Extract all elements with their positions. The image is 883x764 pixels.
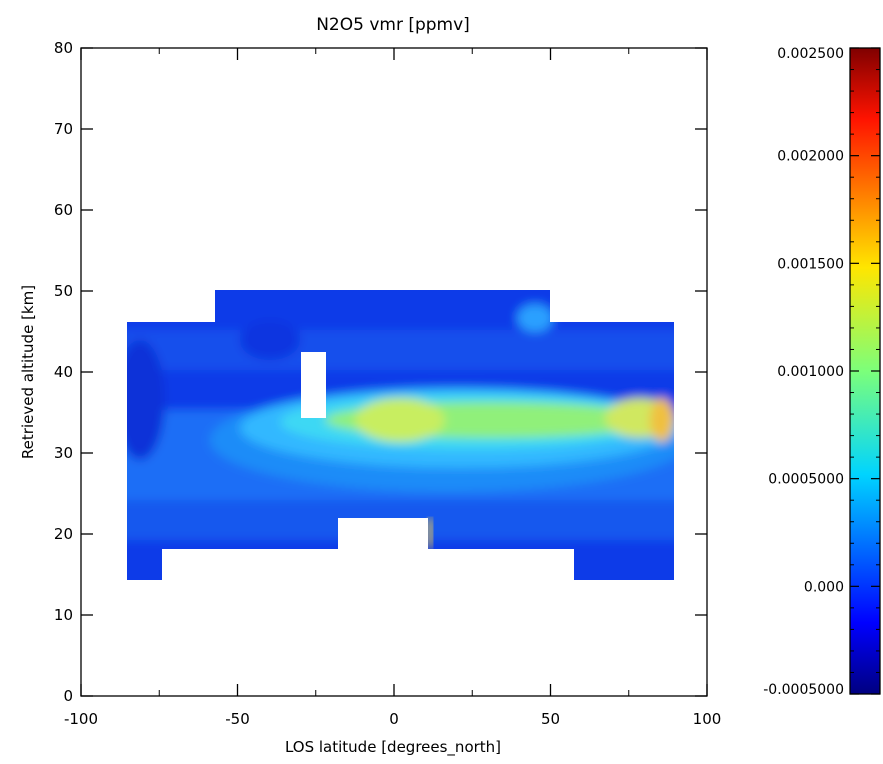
colorbar-tick-label: 0.001000 [777, 364, 844, 380]
colorbar-ticks: -0.0005000 0.000 0.0005000 0.001000 0.001500… [763, 46, 880, 698]
y-tick-label: 40 [54, 363, 73, 381]
y-tick-label: 60 [54, 201, 73, 219]
colorbar-tick-label: 0.001500 [777, 256, 844, 272]
missing-data-gap [301, 352, 326, 418]
y-tick-label: 50 [54, 282, 73, 300]
y-ticks: 0 10 20 30 40 50 60 70 80 [54, 39, 707, 705]
heatmap-field [127, 290, 674, 580]
y-tick-label: 10 [54, 606, 73, 624]
colorbar-tick-label: 0.002500 [777, 46, 844, 62]
y-tick-label: 30 [54, 444, 73, 462]
y-tick-label: 70 [54, 120, 73, 138]
x-tick-label: -50 [225, 710, 250, 728]
y-tick-label: 80 [54, 39, 73, 57]
x-tick-label: 0 [389, 710, 399, 728]
x-axis-label: LOS latitude [degrees_north] [285, 738, 501, 757]
x-tick-label: 100 [693, 710, 722, 728]
y-axis-label: Retrieved altitude [km] [19, 285, 37, 459]
y-tick-label: 20 [54, 525, 73, 543]
colorbar-tick-label: 0.0005000 [768, 472, 844, 488]
colorbar-tick-label: 0.000 [804, 579, 844, 595]
x-tick-label: -100 [64, 710, 98, 728]
colorbar-tick-label: -0.0005000 [763, 682, 844, 698]
chart-title: N2O5 vmr [ppmv] [316, 15, 470, 35]
x-tick-label: 50 [541, 710, 560, 728]
y-tick-label: 0 [63, 687, 73, 705]
colorbar-tick-label: 0.002000 [777, 149, 844, 165]
x-ticks: -100 -50 0 50 100 [64, 48, 721, 728]
